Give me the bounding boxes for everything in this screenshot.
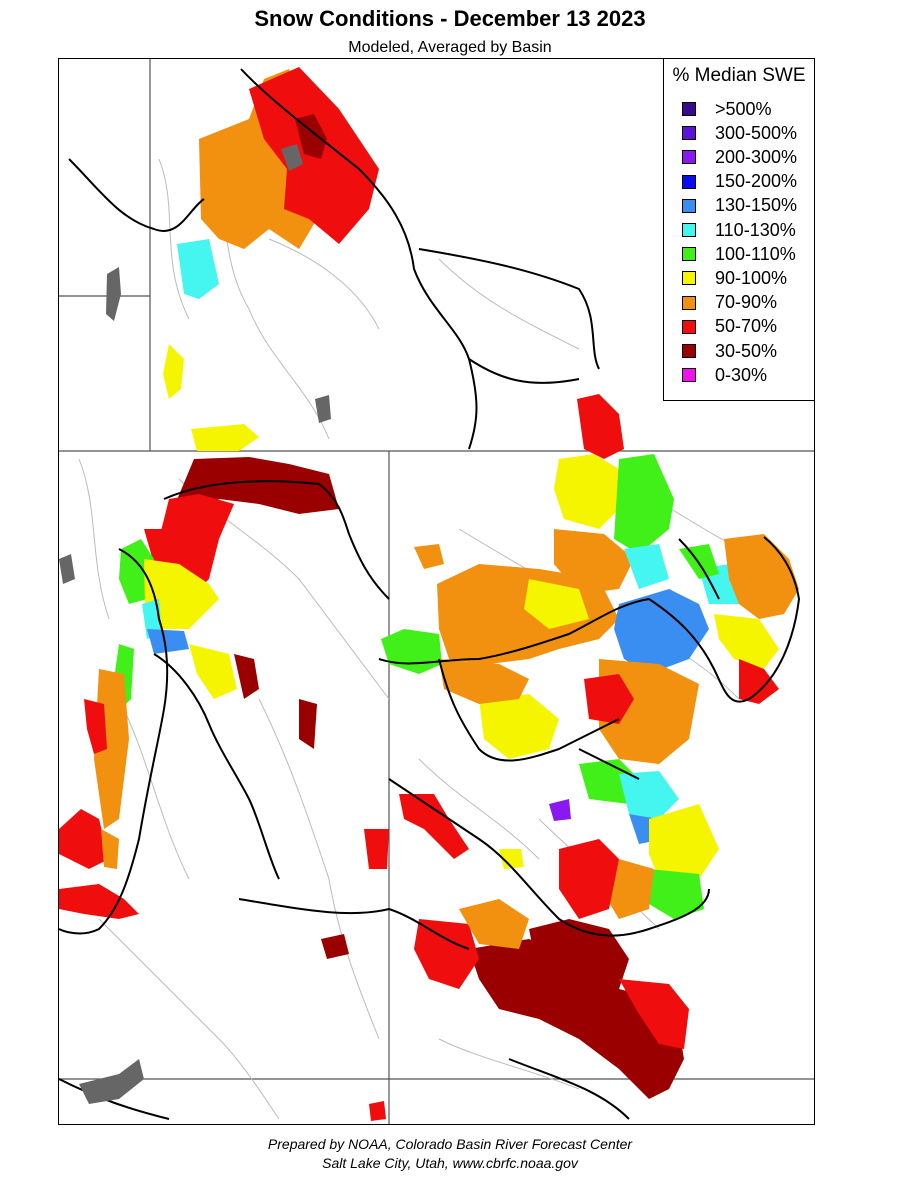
region-yampa-orange-2 [414, 544, 444, 569]
legend-label: 150-200% [715, 171, 798, 192]
lake-flaming-gorge [315, 395, 331, 423]
legend-swatch [682, 319, 696, 334]
region-west-strip-red [84, 699, 107, 754]
legend-item: 130-150% [682, 195, 797, 217]
legend-swatch [682, 344, 696, 358]
legend-label: 50-70% [715, 316, 778, 337]
legend-swatch [682, 271, 696, 286]
region-south-red-2 [619, 979, 689, 1049]
map-subtitle: Modeled, Averaged by Basin [348, 39, 552, 56]
lake-bear [106, 267, 121, 321]
state-boundaries [59, 59, 814, 1124]
region-west-yellow [144, 559, 219, 629]
region-sj-red [559, 839, 619, 919]
legend-swatch [682, 368, 696, 383]
region-south-darkred [469, 939, 684, 1099]
legend-item: 70-90% [682, 292, 777, 314]
region-south-red [414, 919, 479, 989]
legend-item: 100-110% [682, 243, 796, 265]
region-mid-yellow-band [191, 424, 259, 451]
snow-data-regions [59, 67, 799, 1121]
region-darkred-tiny [321, 934, 349, 959]
region-sj-orange [604, 859, 654, 919]
region-west-darkred-patch-2 [299, 699, 317, 749]
credit-line-1: Prepared by NOAA, Colorado Basin River F… [267, 1136, 633, 1152]
basin-boundaries [59, 68, 801, 1120]
legend-label: 0-30% [715, 364, 768, 385]
legend-item: 300-500% [682, 122, 797, 144]
legend-label: 30-50% [715, 340, 778, 361]
legend-swatch [682, 126, 696, 141]
region-sj-cyan [619, 771, 679, 819]
credit-line-2: Salt Lake City, Utah, www.cbrfc.noaa.gov [322, 1155, 578, 1171]
region-north-cyan [177, 239, 219, 299]
legend-label: 300-500% [715, 122, 798, 143]
region-west-red-big [59, 809, 109, 869]
region-gunnison-red [584, 674, 634, 724]
region-red-bottom [369, 1101, 386, 1121]
legend-label: 90-100% [715, 267, 788, 288]
region-gunnison-yellow [479, 694, 559, 759]
region-east-orange [724, 534, 799, 619]
region-ne-green [614, 454, 674, 554]
region-west-darkred-patch [234, 654, 259, 699]
region-east-yellow [714, 614, 779, 669]
region-ne-yellow-2 [524, 579, 589, 629]
legend-item: 90-100% [682, 267, 787, 289]
legend: % Median SWE >500% 300-500% 200-300% 150-20… [663, 58, 815, 401]
region-west-orange-lower [101, 829, 119, 869]
legend-item: 110-130% [682, 219, 796, 241]
region-green-darkred [169, 457, 339, 529]
legend-item: >500% [682, 98, 772, 120]
lake-powell [79, 1059, 144, 1104]
lakes [59, 144, 331, 1104]
region-center-blue [614, 589, 709, 674]
legend-item: 150-200% [682, 171, 797, 193]
legend-swatch [682, 198, 696, 213]
map-title: Snow Conditions - December 13 2023 [254, 6, 646, 31]
legend-swatch [682, 150, 696, 165]
legend-label: 110-130% [715, 219, 796, 240]
legend-swatch [682, 102, 696, 116]
region-west-yellow-2 [189, 644, 237, 699]
legend-item: 50-70% [682, 316, 777, 338]
legend-swatch [682, 247, 696, 262]
legend-item: 200-300% [682, 146, 797, 168]
region-yellow-patch [499, 849, 524, 869]
region-ne-cyan [624, 544, 669, 589]
region-north-yellow [163, 344, 184, 399]
region-gunnison-orange-2 [439, 659, 529, 704]
region-sj-green-2 [649, 869, 704, 919]
legend-swatch [682, 174, 696, 189]
legend-label: 130-150% [715, 195, 798, 216]
region-ne-red [577, 394, 624, 459]
legend-item: 30-50% [682, 340, 777, 362]
lake-yellowstone [281, 144, 303, 171]
region-east-red [739, 659, 779, 704]
region-ne-yellow [554, 454, 624, 529]
legend-item: 0-30% [682, 364, 767, 386]
region-west-red-line-2 [364, 829, 389, 869]
legend-label: 100-110% [715, 243, 796, 264]
lake-utah [59, 554, 75, 584]
region-sj-purple [549, 799, 571, 821]
map-canvas [59, 59, 814, 1124]
legend-label: >500% [715, 98, 772, 119]
region-sj-yellow [649, 804, 719, 879]
region-west-red-lower [59, 884, 139, 919]
region-south-orange [459, 899, 529, 949]
region-ne-orange [554, 529, 634, 594]
legend-label: 200-300% [715, 146, 798, 167]
region-west-blue [147, 629, 189, 654]
region-yampa-green [381, 629, 442, 674]
legend-title: % Median SWE [672, 65, 806, 86]
legend-label: 70-90% [715, 292, 778, 313]
legend-swatch [682, 295, 696, 310]
region-west-red-line [399, 794, 469, 859]
legend-swatch [682, 223, 696, 237]
